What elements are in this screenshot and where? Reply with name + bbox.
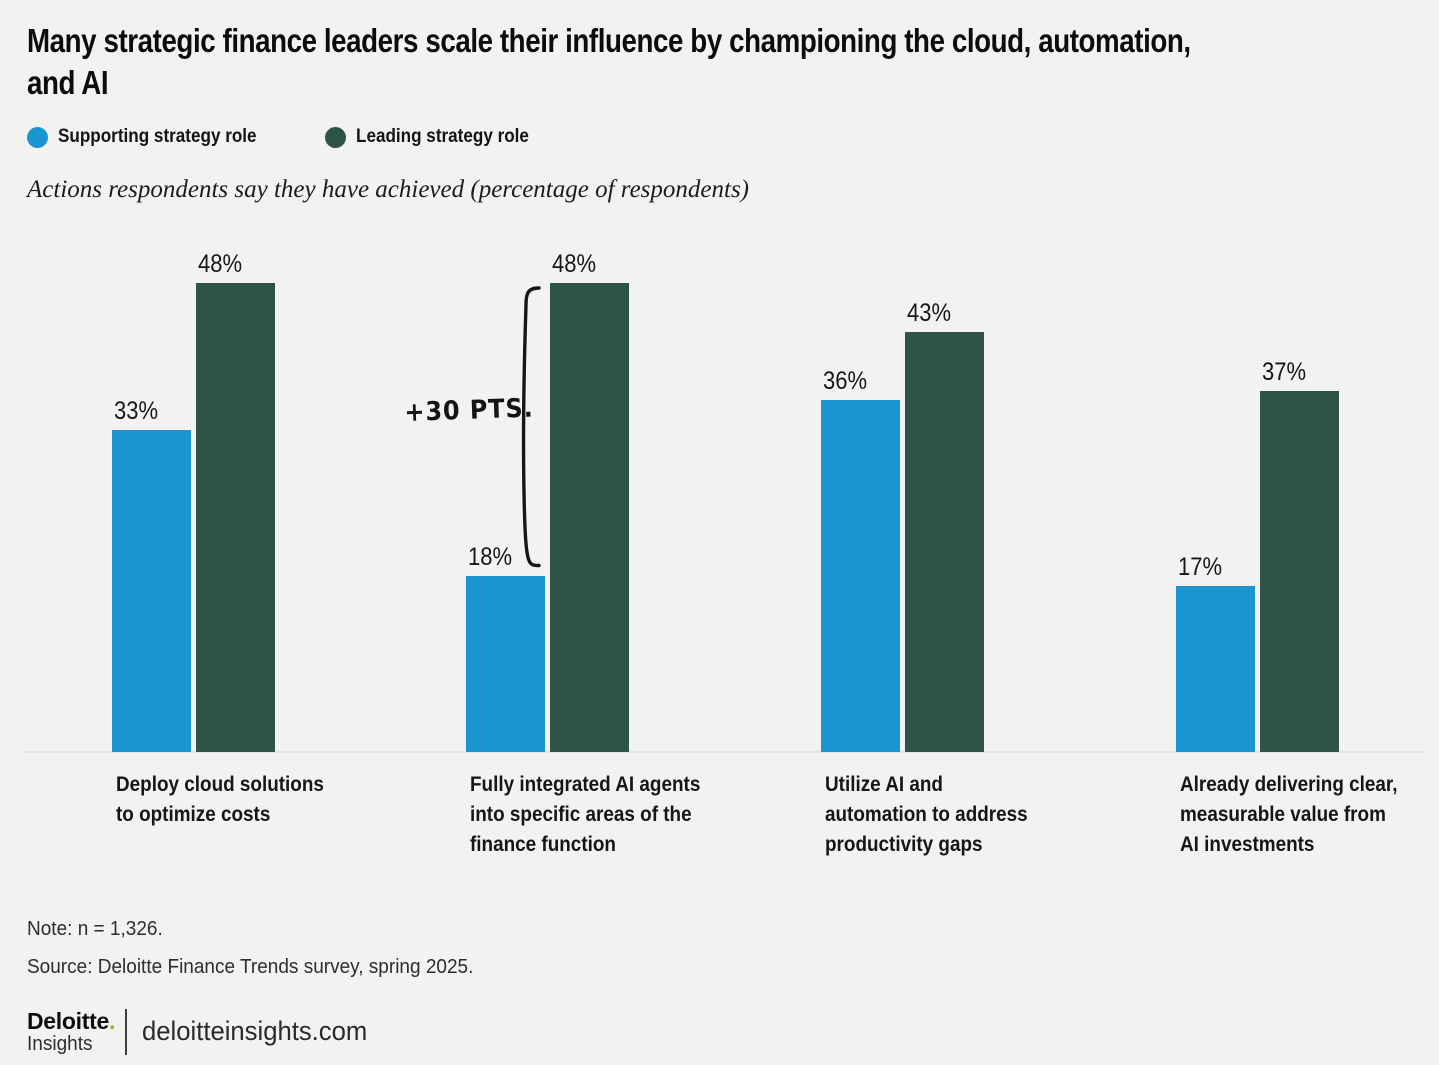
bar-value-label-supporting-3: 17%	[1178, 553, 1223, 581]
bar-supporting-2	[821, 400, 900, 752]
legend-label-leading: Leading strategy role	[356, 126, 529, 147]
category-label-line: to optimize costs	[116, 803, 271, 826]
bar-value-label-leading-3: 37%	[1262, 358, 1307, 386]
legend-item-leading-strategy-role: Leading strategy role	[325, 126, 548, 148]
brand-green-dot: .	[108, 1008, 116, 1034]
category-label-line: Deploy cloud solutions	[116, 773, 324, 796]
bar-value-label-leading-2: 43%	[907, 299, 952, 327]
bar-value-label-leading-1: 48%	[552, 250, 597, 278]
category-label-line: productivity gaps	[825, 833, 983, 856]
title-line-1: Many strategic finance leaders scale the…	[27, 22, 1191, 59]
bar-leading-2	[905, 332, 984, 752]
category-label-line: Utilize AI and	[825, 773, 943, 796]
legend-label-supporting: Supporting strategy role	[58, 126, 257, 147]
bar-leading-1	[550, 283, 629, 752]
category-label-line: AI investments	[1180, 833, 1315, 856]
bar-supporting-1	[466, 576, 545, 752]
category-label-line: Fully integrated AI agents	[470, 773, 701, 796]
legend-dot-supporting-icon	[27, 126, 48, 148]
source-text: Source: Deloitte Finance Trends survey, …	[27, 956, 474, 978]
bar-supporting-0	[112, 430, 191, 752]
legend-dot-leading-icon	[325, 126, 346, 148]
note-text: Note: n = 1,326.	[27, 918, 163, 940]
category-label-line: Already delivering clear,	[1180, 773, 1398, 796]
chart-subtitle: Actions respondents say they have achiev…	[27, 176, 749, 203]
category-label-line: automation to address	[825, 803, 1028, 826]
category-label-line: finance function	[470, 833, 616, 856]
footer-divider-line	[125, 1009, 127, 1055]
bar-value-label-leading-0: 48%	[198, 250, 243, 278]
bar-supporting-3	[1176, 586, 1255, 752]
category-label-1: Fully integrated AI agents into specific …	[470, 770, 726, 860]
bar-value-label-supporting-1: 18%	[468, 543, 513, 571]
title-line-2: and AI	[27, 64, 109, 101]
difference-bracket-icon	[521, 286, 541, 568]
bar-leading-3	[1260, 391, 1339, 752]
brand-sub-text: Insights	[27, 1033, 93, 1055]
category-label-line: measurable value from	[1180, 803, 1386, 826]
brand-name-text: Deloitte	[27, 1008, 109, 1034]
chart-title: Many strategic finance leaders scale the…	[27, 20, 1412, 104]
bar-leading-0	[196, 283, 275, 752]
footer-site-url: deloitteinsights.com	[142, 1016, 368, 1046]
category-label-2: Utilize AI and automation to address produ…	[825, 770, 1050, 860]
bar-chart-plot-area: 33% 18% 36% 17% 48% 48% 43% 37% +30 PTS.	[0, 230, 1439, 753]
chart-legend: Supporting strategy role Leading strateg…	[27, 126, 927, 150]
bar-value-label-supporting-0: 33%	[114, 397, 159, 425]
category-label-line: into specific areas of the	[470, 803, 692, 826]
category-label-3: Already delivering clear, measurable valu…	[1180, 770, 1422, 860]
x-axis-line	[26, 751, 1423, 753]
category-label-0: Deploy cloud solutions to optimize costs	[116, 770, 347, 830]
legend-item-supporting-strategy-role: Supporting strategy role	[27, 126, 279, 148]
deloitte-insights-logo: Deloitte. Insights	[27, 1009, 115, 1055]
bar-value-label-supporting-2: 36%	[823, 367, 868, 395]
brand-wordmark: Deloitte.	[27, 1009, 115, 1033]
